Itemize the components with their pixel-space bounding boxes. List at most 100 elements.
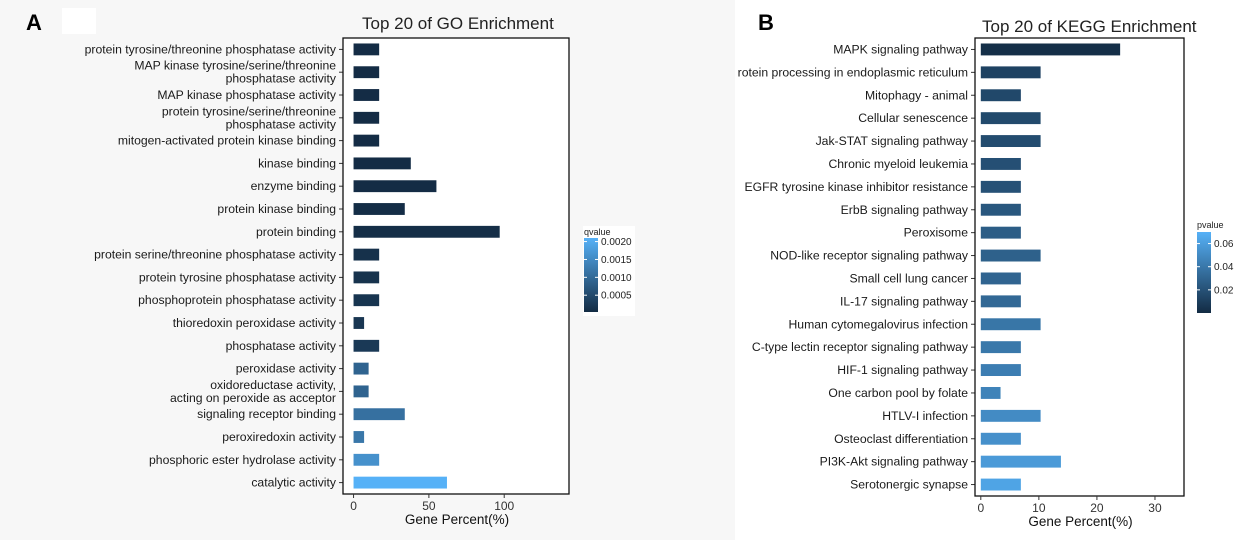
bar — [980, 226, 1021, 239]
x-tick-label: 100 — [494, 499, 514, 513]
bar — [353, 157, 411, 170]
bar — [353, 203, 405, 215]
category-label: phosphoprotein phosphatase activity — [138, 293, 337, 307]
category-label: MAPK signaling pathway — [833, 42, 969, 56]
bar — [980, 295, 1021, 308]
legend-colorbar — [584, 238, 598, 312]
bar — [353, 476, 447, 489]
bar — [980, 364, 1021, 377]
blank-box — [62, 8, 96, 34]
bar — [980, 135, 1041, 148]
x-tick-label: 0 — [350, 499, 357, 513]
bar — [980, 409, 1041, 422]
bar — [980, 180, 1021, 193]
category-label: phosphatase activity — [226, 339, 337, 353]
category-label: Peroxisome — [904, 226, 969, 240]
category-label: oxidoreductase activity, acting on peroxi… — [170, 378, 336, 405]
bar — [980, 432, 1021, 445]
category-label: protein tyrosine/serine/threonine phospha… — [162, 104, 337, 131]
bar — [353, 431, 365, 443]
legend-title: pvalue — [1197, 220, 1224, 230]
category-label: signaling receptor binding — [197, 407, 336, 421]
bar — [353, 134, 380, 147]
bar — [980, 89, 1021, 102]
category-label: protein serine/threonine phosphatase act… — [94, 248, 337, 262]
go-enrichment-chart: protein tyrosine/threonine phosphatase a… — [84, 37, 633, 527]
legend-title: qvalue — [584, 227, 611, 237]
category-label: Chronic myeloid leukemia — [828, 157, 968, 171]
category-label: NOD-like receptor signaling pathway — [770, 249, 969, 263]
plot-frame — [974, 37, 1185, 497]
bar — [353, 43, 380, 56]
category-label: thioredoxin peroxidase activity — [173, 316, 337, 330]
category-label: Protein processing in endoplasmic reticu… — [738, 65, 968, 79]
bar — [353, 271, 380, 284]
category-label: IL-17 signaling pathway — [840, 294, 969, 308]
category-label: peroxiredoxin activity — [222, 430, 337, 444]
category-label: C-type lectin receptor signaling pathway — [752, 340, 969, 354]
bar — [980, 43, 1121, 56]
bar — [353, 317, 365, 329]
category-label: PI3K-Akt signaling pathway — [820, 455, 969, 469]
plot-frame — [342, 37, 570, 495]
bar — [980, 249, 1041, 262]
category-label: Cellular senescence — [858, 111, 968, 125]
bar — [353, 385, 369, 398]
bar — [353, 248, 380, 261]
plot-background — [975, 38, 1184, 496]
bar — [980, 318, 1041, 331]
bar — [353, 89, 380, 101]
bar — [353, 408, 405, 421]
kegg-chart-title: Top 20 of KEGG Enrichment — [982, 17, 1197, 36]
bar — [980, 203, 1021, 216]
category-label: protein binding — [256, 225, 336, 239]
bar — [353, 111, 380, 124]
panel-letter-a: A — [26, 10, 42, 35]
legend-tick-label: 0.02 — [1214, 285, 1234, 296]
bar — [980, 386, 1001, 399]
category-label: Human cytomegalovirus infection — [788, 317, 968, 331]
bar — [353, 453, 380, 466]
bar — [353, 180, 437, 193]
x-tick-label: 0 — [977, 501, 984, 515]
category-label: phosphoric ester hydrolase activity — [149, 453, 337, 467]
category-label: mitogen-activated protein kinase binding — [118, 134, 336, 148]
bar — [353, 294, 380, 307]
legend-tick-label: 0.06 — [1214, 239, 1234, 250]
category-label: Osteoclast differentiation — [834, 432, 968, 446]
category-label: enzyme binding — [251, 179, 336, 193]
category-label: Mitophagy - animal — [865, 88, 968, 102]
kegg-enrichment-chart: MAPK signaling pathway Protein processing… — [738, 37, 1248, 529]
bar — [980, 66, 1041, 79]
category-label: Jak-STAT signaling pathway — [816, 134, 969, 148]
x-tick-label: 30 — [1148, 501, 1162, 515]
legend-colorbar — [1197, 232, 1211, 313]
bar — [353, 66, 380, 79]
x-tick-label: 10 — [1032, 501, 1046, 515]
x-tick-label: 50 — [422, 499, 436, 513]
category-label: HTLV-I infection — [882, 409, 968, 423]
bar — [353, 362, 369, 375]
panel-letter-b: B — [758, 10, 774, 35]
category-label: MAP kinase phosphatase activity — [157, 88, 337, 102]
go-enrichment-panel: A Top 20 of GO Enrichment protein tyrosi… — [26, 8, 633, 527]
legend-tick-label: 0.0005 — [601, 291, 632, 302]
bar — [980, 478, 1021, 491]
legend-tick-label: 0.0020 — [601, 237, 632, 248]
bar — [980, 341, 1021, 354]
category-label: One carbon pool by folate — [828, 386, 968, 400]
category-label: Small cell lung cancer — [849, 271, 968, 285]
category-label: EGFR tyrosine kinase inhibitor resistanc… — [744, 180, 968, 194]
bar — [353, 225, 500, 238]
kegg-enrichment-panel: B Top 20 of KEGG Enrichment MAPK signali… — [738, 0, 1248, 540]
category-label: MAP kinase tyrosine/serine/threonine phos… — [134, 59, 337, 86]
bar — [353, 339, 380, 352]
category-label: peroxidase activity — [236, 362, 337, 376]
legend-tick-label: 0.04 — [1214, 262, 1234, 273]
category-label: protein kinase binding — [217, 202, 336, 216]
category-label: catalytic activity — [251, 476, 337, 490]
category-label: HIF-1 signaling pathway — [837, 363, 969, 377]
go-chart-title: Top 20 of GO Enrichment — [362, 14, 554, 33]
x-tick-label: 20 — [1090, 501, 1104, 515]
category-label: protein tyrosine phosphatase activity — [139, 270, 337, 284]
